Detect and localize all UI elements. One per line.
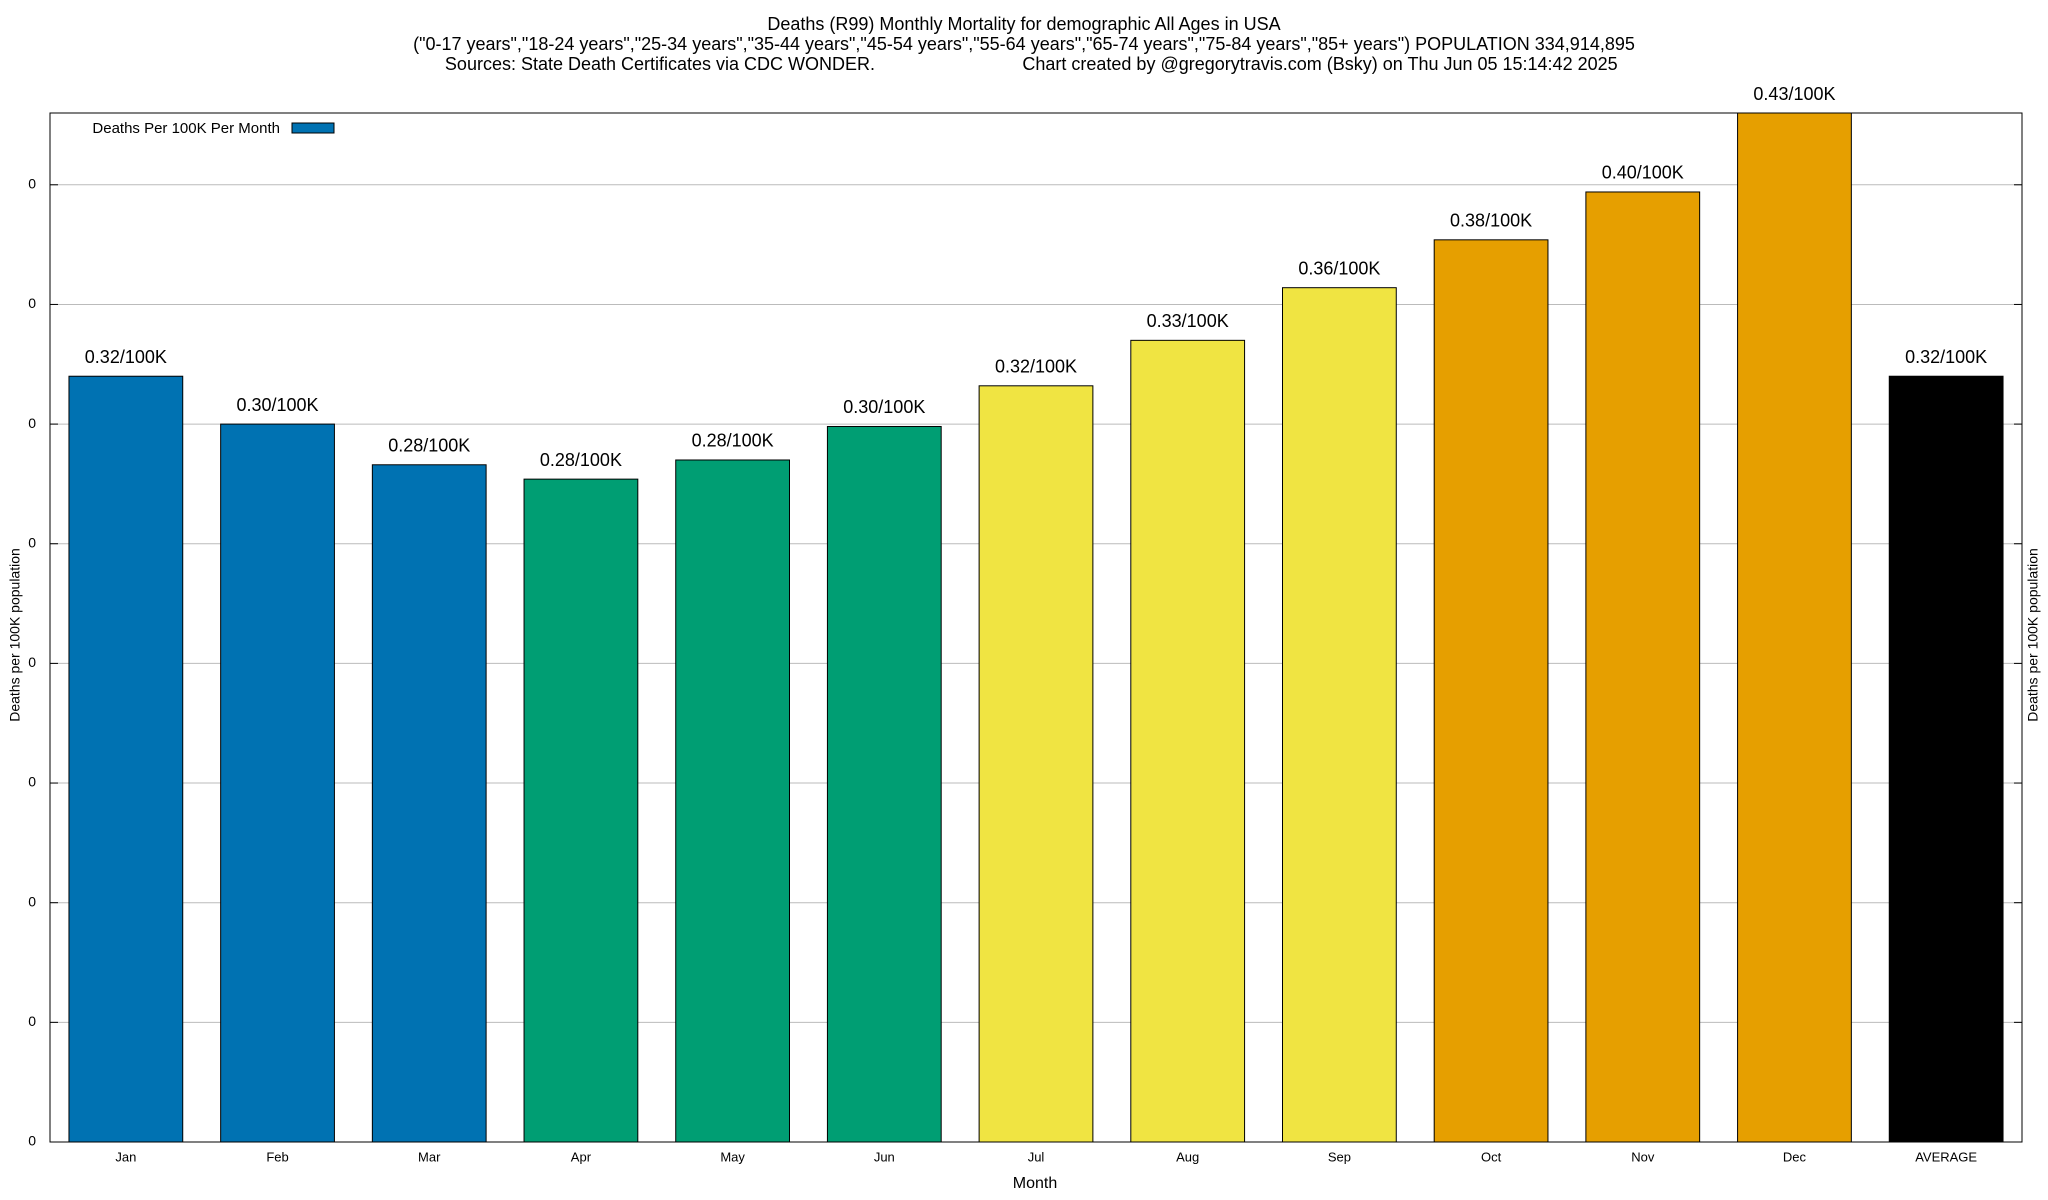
data-label: 0.33/100K: [1147, 311, 1229, 331]
x-tick-label: Sep: [1328, 1149, 1351, 1164]
legend-label: Deaths Per 100K Per Month: [92, 120, 280, 137]
bar: [1282, 287, 1397, 1143]
y-tick-label: 0: [28, 774, 36, 790]
bar: [1130, 339, 1246, 1143]
data-label: 0.32/100K: [995, 357, 1077, 377]
x-tick-label: Dec: [1783, 1149, 1807, 1164]
data-label: 0.36/100K: [1298, 258, 1380, 278]
data-label: 0.43/100K: [1753, 84, 1835, 104]
y-axis-label: Deaths per 100K population: [7, 548, 23, 722]
data-label: 0.28/100K: [692, 431, 774, 451]
x-tick-label: AVERAGE: [1915, 1149, 1977, 1164]
source: Sources: State Death Certificates via CD…: [445, 54, 875, 74]
bar: [1737, 112, 1852, 1143]
x-tick-label: Apr: [571, 1149, 592, 1164]
x-tick-label: Jan: [115, 1149, 136, 1164]
bar: [978, 385, 1094, 1143]
bar: [523, 478, 639, 1143]
x-tick-label: May: [720, 1149, 745, 1164]
credit: Chart created by @gregorytravis.com (Bsk…: [1022, 54, 1617, 74]
y-tick-label: 0: [28, 1133, 36, 1149]
bar: [675, 459, 791, 1143]
chart-title: Deaths (R99) Monthly Mortality for demog…: [767, 14, 1280, 34]
x-tick-label: Nov: [1631, 1149, 1655, 1164]
data-label: 0.28/100K: [388, 436, 470, 456]
x-tick-label: Mar: [418, 1149, 441, 1164]
y-tick-label: 0: [28, 415, 36, 431]
x-tick-label: Jun: [874, 1149, 895, 1164]
x-tick-label: Feb: [266, 1149, 288, 1164]
bar: [1433, 239, 1549, 1143]
x-tick-label: Oct: [1481, 1149, 1502, 1164]
bar: [1585, 191, 1701, 1143]
data-label: 0.38/100K: [1450, 211, 1532, 231]
chart-subtitle: ("0-17 years","18-24 years","25-34 years…: [413, 34, 1635, 54]
y-tick-label: 0: [28, 654, 36, 670]
y2-axis-label: Deaths per 100K population: [2025, 548, 2041, 722]
legend-swatch: [291, 122, 335, 134]
bar: [826, 425, 942, 1143]
data-label: 0.32/100K: [85, 347, 167, 367]
x-tick-label: Jul: [1028, 1149, 1045, 1164]
x-tick-label: Aug: [1176, 1149, 1199, 1164]
y-tick-label: 0: [28, 175, 36, 191]
y-tick-label: 0: [28, 1013, 36, 1029]
data-label: 0.30/100K: [843, 397, 925, 417]
y-tick-label: 0: [28, 534, 36, 550]
bar: [371, 464, 487, 1143]
y-tick-label: 0: [28, 893, 36, 909]
bar: [68, 375, 184, 1143]
y-tick-label: 0: [28, 295, 36, 311]
data-label: 0.32/100K: [1905, 347, 1987, 367]
x-axis-label: Month: [1013, 1175, 1057, 1192]
data-label: 0.30/100K: [236, 395, 318, 415]
plot-frame: [49, 112, 2023, 1143]
data-label: 0.28/100K: [540, 450, 622, 470]
data-label: 0.40/100K: [1602, 163, 1684, 183]
bar: [1888, 375, 2004, 1143]
bar: [220, 423, 335, 1143]
